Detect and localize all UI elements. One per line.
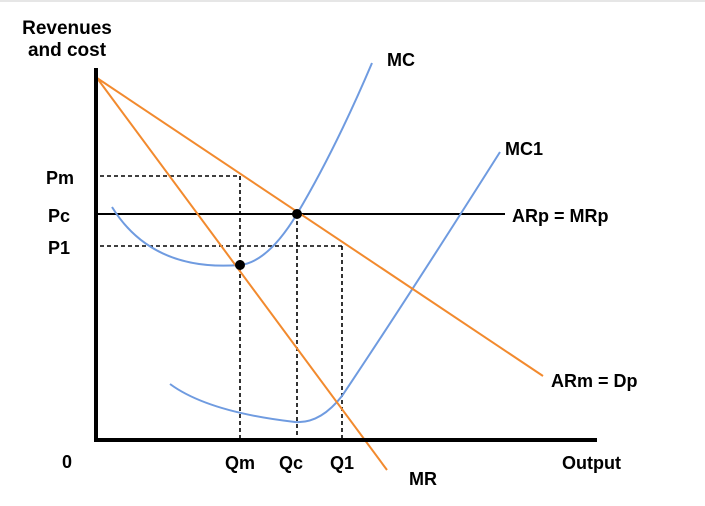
arp-mrp-label: ARp = MRp xyxy=(512,206,609,226)
x-axis-title: Output xyxy=(562,453,621,473)
y-axis-title-line2: and cost xyxy=(28,40,107,61)
origin-label: 0 xyxy=(62,452,72,472)
arm-dp-demand-line xyxy=(96,77,544,377)
q1-label: Q1 xyxy=(330,453,354,473)
mc1-label: MC1 xyxy=(505,139,543,159)
mr-line xyxy=(96,77,388,471)
mc-label: MC xyxy=(387,50,415,70)
mr-label: MR xyxy=(409,469,437,489)
y-axis-title-line1: Revenues xyxy=(22,18,112,39)
mc1-curve xyxy=(169,151,501,424)
qm-label: Qm xyxy=(225,453,255,473)
arm-dp-label: ARm = Dp xyxy=(551,371,638,391)
guide-lines xyxy=(100,175,343,441)
competitive-equilibrium-point xyxy=(292,209,302,219)
monopoly-equilibrium-point xyxy=(235,260,245,270)
pc-label: Pc xyxy=(48,206,70,226)
mc-curve xyxy=(111,62,373,267)
qc-label: Qc xyxy=(279,453,303,473)
p1-label: P1 xyxy=(48,238,70,258)
pm-label: Pm xyxy=(46,168,74,188)
